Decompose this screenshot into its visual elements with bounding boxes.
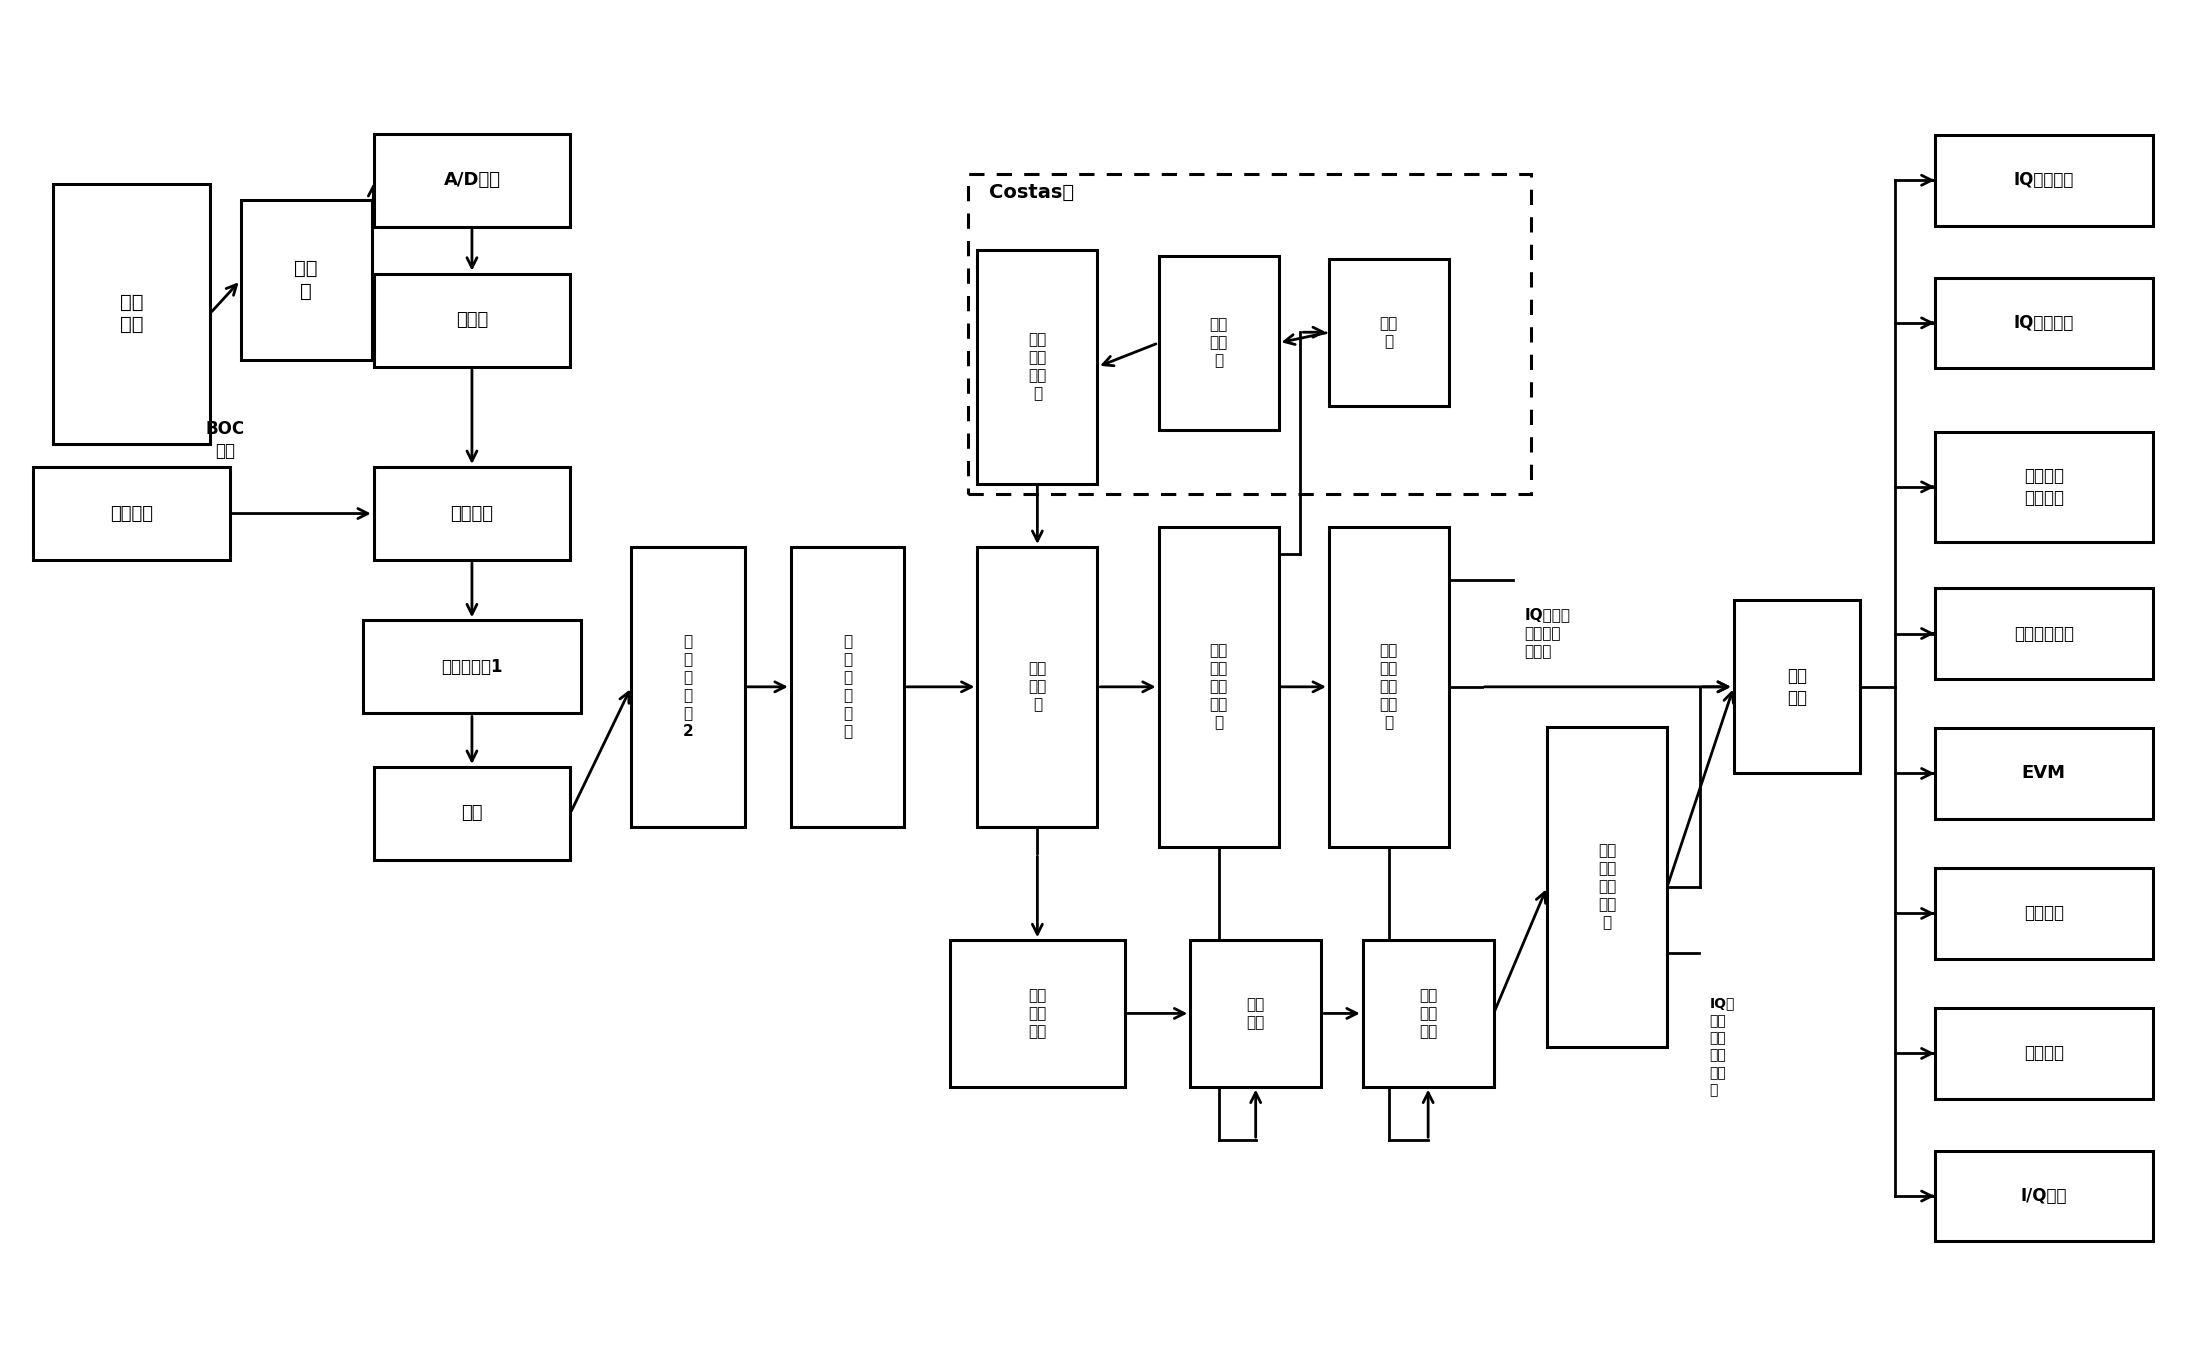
FancyBboxPatch shape (1936, 589, 2153, 679)
Text: 数字混频: 数字混频 (450, 505, 494, 523)
Text: 存储器: 存储器 (455, 311, 488, 329)
Text: EVM: EVM (2021, 765, 2065, 783)
FancyBboxPatch shape (33, 467, 231, 560)
FancyBboxPatch shape (1158, 527, 1279, 847)
Text: 载波
旋转
器: 载波 旋转 器 (1028, 661, 1046, 713)
FancyBboxPatch shape (1936, 867, 2153, 959)
Text: 鉴相
器: 鉴相 器 (1380, 315, 1397, 349)
FancyBboxPatch shape (239, 201, 371, 360)
Text: 测量
滤波
器基
带滤
波: 测量 滤波 器基 带滤 波 (1380, 644, 1397, 730)
FancyBboxPatch shape (1936, 277, 2153, 368)
Text: I/Q偏差: I/Q偏差 (2021, 1187, 2067, 1206)
Text: 导航
卫星: 导航 卫星 (119, 292, 143, 334)
Text: IQ基带测
量信号波
形数据: IQ基带测 量信号波 形数据 (1525, 607, 1571, 660)
Text: 相位误差: 相位误差 (2023, 1044, 2063, 1063)
FancyBboxPatch shape (373, 273, 571, 366)
Text: 低
通
滤
波
器
2: 低 通 滤 波 器 2 (683, 634, 694, 740)
Text: 符号
定时
恢复: 符号 定时 恢复 (1028, 987, 1046, 1039)
Text: IQ基
带参
考信
号波
形数
据: IQ基 带参 考信 号波 形数 据 (1709, 997, 1736, 1096)
FancyBboxPatch shape (1936, 1150, 2153, 1242)
Text: 增益
补偿
和相
位补
偿: 增益 补偿 和相 位补 偿 (1208, 644, 1228, 730)
Text: 符号
检测: 符号 检测 (1246, 997, 1265, 1030)
FancyBboxPatch shape (363, 620, 580, 714)
FancyBboxPatch shape (373, 766, 571, 861)
FancyBboxPatch shape (978, 547, 1098, 827)
FancyBboxPatch shape (1936, 729, 2153, 819)
FancyBboxPatch shape (1733, 601, 1861, 773)
FancyBboxPatch shape (373, 133, 571, 226)
FancyBboxPatch shape (1158, 256, 1279, 430)
FancyBboxPatch shape (1936, 135, 2153, 225)
FancyBboxPatch shape (949, 940, 1125, 1087)
Text: 误差矢量
时域波形: 误差矢量 时域波形 (2023, 467, 2063, 506)
FancyBboxPatch shape (53, 183, 211, 443)
Text: 误差矢量频谱: 误差矢量频谱 (2015, 625, 2074, 643)
FancyBboxPatch shape (373, 467, 571, 560)
FancyBboxPatch shape (1936, 432, 2153, 541)
FancyBboxPatch shape (1191, 940, 1320, 1087)
FancyBboxPatch shape (1547, 727, 1668, 1047)
Text: 参考
信号
生成: 参考 信号 生成 (1419, 987, 1437, 1039)
Text: A/D采样: A/D采样 (444, 171, 501, 189)
Text: 低通滤波器1: 低通滤波器1 (442, 657, 503, 676)
FancyBboxPatch shape (978, 251, 1098, 484)
FancyBboxPatch shape (1362, 940, 1494, 1087)
Text: IQ相位误差: IQ相位误差 (2015, 314, 2074, 331)
Text: BOC
信号: BOC 信号 (207, 420, 244, 461)
Text: 数字本振: 数字本振 (110, 505, 154, 523)
Text: 抽取: 抽取 (461, 804, 483, 823)
FancyBboxPatch shape (1329, 527, 1448, 847)
FancyBboxPatch shape (631, 547, 745, 827)
Text: IQ幅度误差: IQ幅度误差 (2015, 171, 2074, 189)
Text: 误差
求取: 误差 求取 (1786, 667, 1808, 707)
Text: 衰减
器: 衰减 器 (294, 260, 319, 302)
FancyBboxPatch shape (1329, 259, 1448, 405)
FancyBboxPatch shape (791, 547, 905, 827)
Text: 希
尔
伯
特
变
换: 希 尔 伯 特 变 换 (844, 634, 852, 740)
FancyBboxPatch shape (1936, 1008, 2153, 1099)
Text: 参考
滤波
器基
带滤
波: 参考 滤波 器基 带滤 波 (1597, 843, 1617, 931)
Text: 幅度误差: 幅度误差 (2023, 904, 2063, 923)
Text: Costas环: Costas环 (989, 183, 1074, 202)
Text: 数字
压控
振荡
器: 数字 压控 振荡 器 (1028, 333, 1046, 401)
Text: 环路
滤波
器: 环路 滤波 器 (1208, 318, 1228, 368)
